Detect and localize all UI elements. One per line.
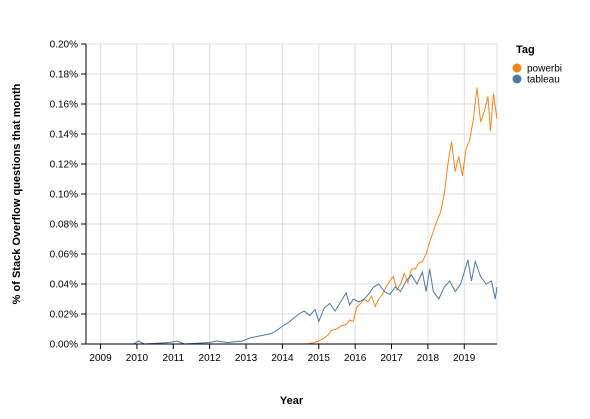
x-tick-label-2014: 2014 (271, 353, 294, 364)
series-line-tableau (86, 259, 498, 345)
legend-swatch-tableau (512, 74, 522, 84)
y-axis-title: % of Stack Overflow questions that month (11, 83, 23, 304)
x-tick-label-2019: 2019 (453, 353, 476, 364)
y-tick-label-8: 0.16% (50, 100, 78, 111)
y-tick-label-5: 0.10% (50, 190, 78, 201)
y-tick-label-0: 0.00% (50, 340, 78, 351)
x-tick-label-2011: 2011 (163, 353, 185, 364)
gridlines (86, 43, 497, 345)
y-axis-ticks: 0.00% 0.02% 0.04% 0.06% 0.08% 0.10% 0.12% 0.14%… (50, 40, 86, 351)
x-tick-label-2017: 2017 (380, 353, 403, 364)
y-tick-label-4: 0.08% (50, 220, 78, 231)
y-tick-label-7: 0.14% (50, 130, 78, 141)
y-tick-label-10: 0.20% (50, 40, 78, 51)
x-axis-title: Year (280, 395, 304, 407)
y-tick-label-2: 0.04% (50, 280, 78, 291)
x-tick-label-2016: 2016 (344, 353, 367, 364)
y-tick-label-1: 0.02% (50, 310, 78, 321)
x-tick-label-2012: 2012 (199, 353, 222, 364)
legend-label-powerbi: powerbi (527, 64, 562, 75)
y-tick-label-3: 0.06% (50, 250, 78, 261)
x-axis-ticks: 2009 2010 2011 2012 2013 2014 2015 2016 2017 2018… (89, 344, 476, 364)
y-tick-label-6: 0.12% (50, 160, 78, 171)
legend-label-tableau: tableau (527, 75, 560, 86)
x-tick-label-2010: 2010 (126, 353, 149, 364)
x-tick-label-2013: 2013 (235, 353, 258, 364)
series-layer (86, 87, 498, 345)
x-tick-label-2009: 2009 (89, 353, 112, 364)
y-tick-label-9: 0.18% (50, 70, 78, 81)
legend-title: Tag (516, 44, 535, 56)
legend-swatch-powerbi (512, 63, 522, 73)
x-tick-label-2018: 2018 (417, 353, 440, 364)
x-tick-label-2015: 2015 (308, 353, 331, 364)
series-line-powerbi (86, 87, 498, 345)
